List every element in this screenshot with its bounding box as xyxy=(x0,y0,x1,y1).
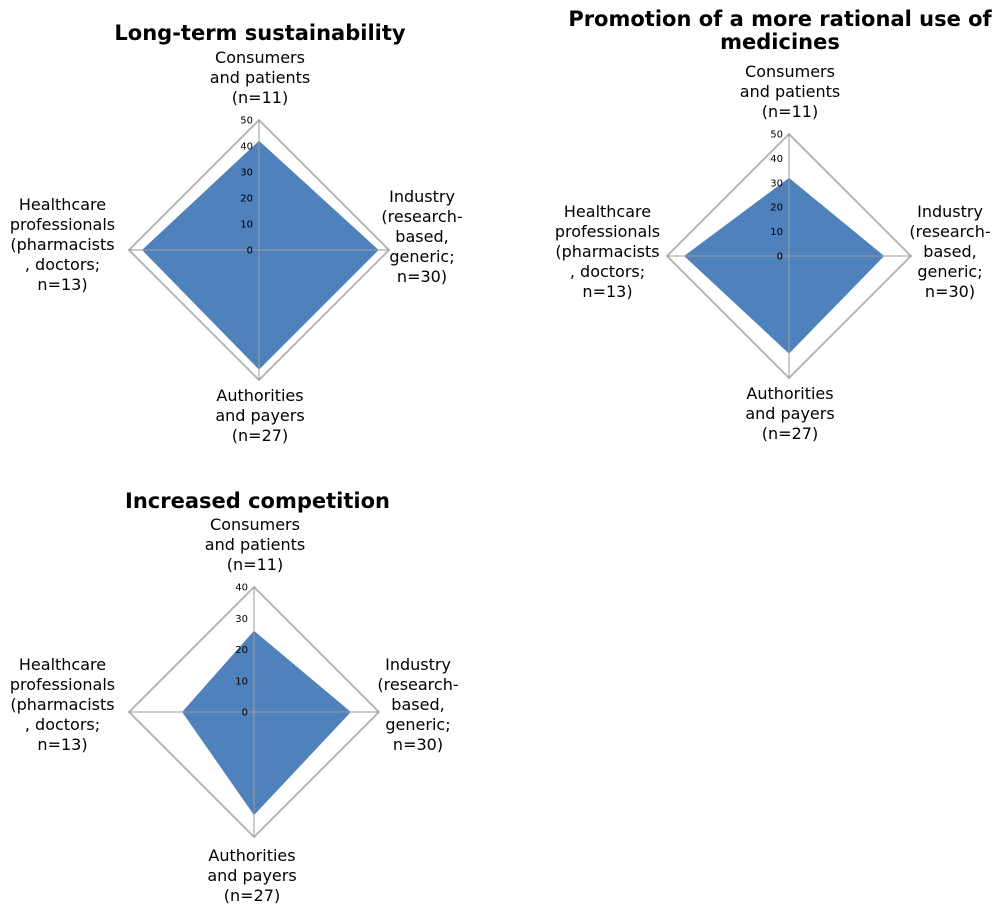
axis-label-line: and payers xyxy=(215,406,305,425)
radar-plot-area: 0 10 20 30 40 50 xyxy=(665,130,913,380)
chart-title-line: Increased competition xyxy=(125,489,390,513)
axis-label-line: and patients xyxy=(209,68,311,87)
radar-tick-label: 10 xyxy=(235,676,248,687)
axis-label-line: based, xyxy=(395,227,449,246)
radar-tick-label: 40 xyxy=(235,583,248,594)
axis-label-bottom: Authorities and payers (n=27) xyxy=(700,384,880,444)
axis-label-line: (pharmacists xyxy=(10,235,115,254)
radar-tick-label: 30 xyxy=(235,614,248,625)
axis-label-left: Healthcare professionals (pharmacists , … xyxy=(0,655,125,755)
axis-label-line: Industry xyxy=(917,202,983,221)
radar-tick-label: 10 xyxy=(770,227,783,238)
axis-label-right: Industry (research- based, generic; n=30… xyxy=(900,202,1000,302)
axis-label-line: , doctors; xyxy=(24,255,101,274)
axis-label-left: Healthcare professionals (pharmacists , … xyxy=(545,202,670,302)
axis-label-line: generic; xyxy=(385,715,451,734)
axis-label-line: Industry xyxy=(389,187,455,206)
radar-series-area xyxy=(142,140,379,370)
axis-label-line: and payers xyxy=(207,866,297,885)
radar-series-area xyxy=(182,630,351,816)
chart-title-line: Long-term sustainability xyxy=(114,21,406,45)
chart-title: Promotion of a more rational use of medi… xyxy=(515,8,1000,54)
axis-label-line: Consumers xyxy=(210,515,300,534)
axis-label-line: (research- xyxy=(909,222,991,241)
radar-tick-label: 40 xyxy=(240,142,253,153)
axis-label-line: Industry xyxy=(385,655,451,674)
axis-label-line: and patients xyxy=(739,82,841,101)
axis-label-line: (n=27) xyxy=(761,424,819,443)
axis-label-right: Industry (research- based, generic; n=30… xyxy=(368,655,468,755)
axis-label-line: generic; xyxy=(389,247,455,266)
radar-tick-label: 0 xyxy=(247,246,253,257)
axis-label-line: professionals xyxy=(554,222,661,241)
axis-label-line: n=30) xyxy=(396,267,448,286)
axis-label-bottom: Authorities and payers (n=27) xyxy=(162,846,342,906)
radar-chart-long-term-sustainability: Long-term sustainability 0 10 20 30 40 50 Con… xyxy=(0,0,520,455)
axis-label-top: Consumers and patients (n=11) xyxy=(700,62,880,122)
axis-label-line: Consumers xyxy=(215,48,305,67)
radar-series-area xyxy=(684,177,885,354)
radar-tick-label: 20 xyxy=(770,203,783,214)
axis-label-line: n=30) xyxy=(392,735,444,754)
axis-label-line: (n=27) xyxy=(231,426,289,445)
axis-label-left: Healthcare professionals (pharmacists , … xyxy=(0,195,125,295)
chart-title: Long-term sustainability xyxy=(0,22,520,45)
axis-label-line: and payers xyxy=(745,404,835,423)
chart-title: Increased competition xyxy=(0,490,515,513)
axis-label-line: Authorities xyxy=(208,846,296,865)
axis-label-line: (n=27) xyxy=(223,886,281,905)
axis-label-bottom: Authorities and payers (n=27) xyxy=(170,386,350,446)
axis-label-line: n=30) xyxy=(924,282,976,301)
axis-label-line: (n=11) xyxy=(761,102,819,121)
axis-label-line: n=13) xyxy=(37,735,88,754)
radar-chart-rational-use-of-medicines: Promotion of a more rational use of medi… xyxy=(530,0,1000,455)
axis-label-line: n=13) xyxy=(582,282,633,301)
radar-tick-label: 10 xyxy=(240,220,253,231)
axis-label-top: Consumers and patients (n=11) xyxy=(165,515,345,575)
axis-label-line: , doctors; xyxy=(569,262,646,281)
axis-label-line: (n=11) xyxy=(231,88,289,107)
axis-label-line: , doctors; xyxy=(24,715,101,734)
radar-tick-label: 20 xyxy=(240,194,253,205)
radar-tick-label: 0 xyxy=(777,252,783,263)
axis-label-right: Industry (research- based, generic; n=30… xyxy=(372,187,472,287)
axis-label-line: Healthcare xyxy=(18,655,107,674)
axis-label-line: (pharmacists xyxy=(555,242,660,261)
axis-label-line: (n=11) xyxy=(226,555,284,574)
radar-tick-label: 30 xyxy=(770,178,783,189)
axis-label-line: based, xyxy=(391,695,445,714)
radar-tick-label: 50 xyxy=(240,116,253,127)
radar-tick-label: 40 xyxy=(770,154,783,165)
axis-label-line: and patients xyxy=(204,535,306,554)
radar-tick-label: 30 xyxy=(240,168,253,179)
axis-label-line: based, xyxy=(923,242,977,261)
axis-label-line: professionals xyxy=(9,675,116,694)
axis-label-top: Consumers and patients (n=11) xyxy=(170,48,350,108)
axis-label-line: Consumers xyxy=(745,62,835,81)
radar-chart-increased-competition: Increased competition 0 10 20 30 40 Consumer… xyxy=(0,455,520,910)
axis-label-line: professionals xyxy=(9,215,116,234)
radar-plot-area: 0 10 20 30 40 50 xyxy=(127,116,391,382)
axis-label-line: n=13) xyxy=(37,275,88,294)
axis-label-line: Authorities xyxy=(216,386,304,405)
radar-tick-label: 0 xyxy=(242,708,248,719)
chart-title-line: Promotion of a more rational use of xyxy=(568,7,992,31)
radar-tick-label: 50 xyxy=(770,130,783,141)
axis-label-line: Healthcare xyxy=(18,195,107,214)
axis-label-line: (pharmacists xyxy=(10,695,115,714)
radar-tick-label: 20 xyxy=(235,645,248,656)
axis-label-line: Authorities xyxy=(746,384,834,403)
radar-plot-area: 0 10 20 30 40 xyxy=(127,583,381,839)
axis-label-line: Healthcare xyxy=(563,202,652,221)
axis-label-line: (research- xyxy=(381,207,463,226)
chart-title-line: medicines xyxy=(720,30,840,54)
axis-label-line: generic; xyxy=(917,262,983,281)
axis-label-line: (research- xyxy=(377,675,459,694)
